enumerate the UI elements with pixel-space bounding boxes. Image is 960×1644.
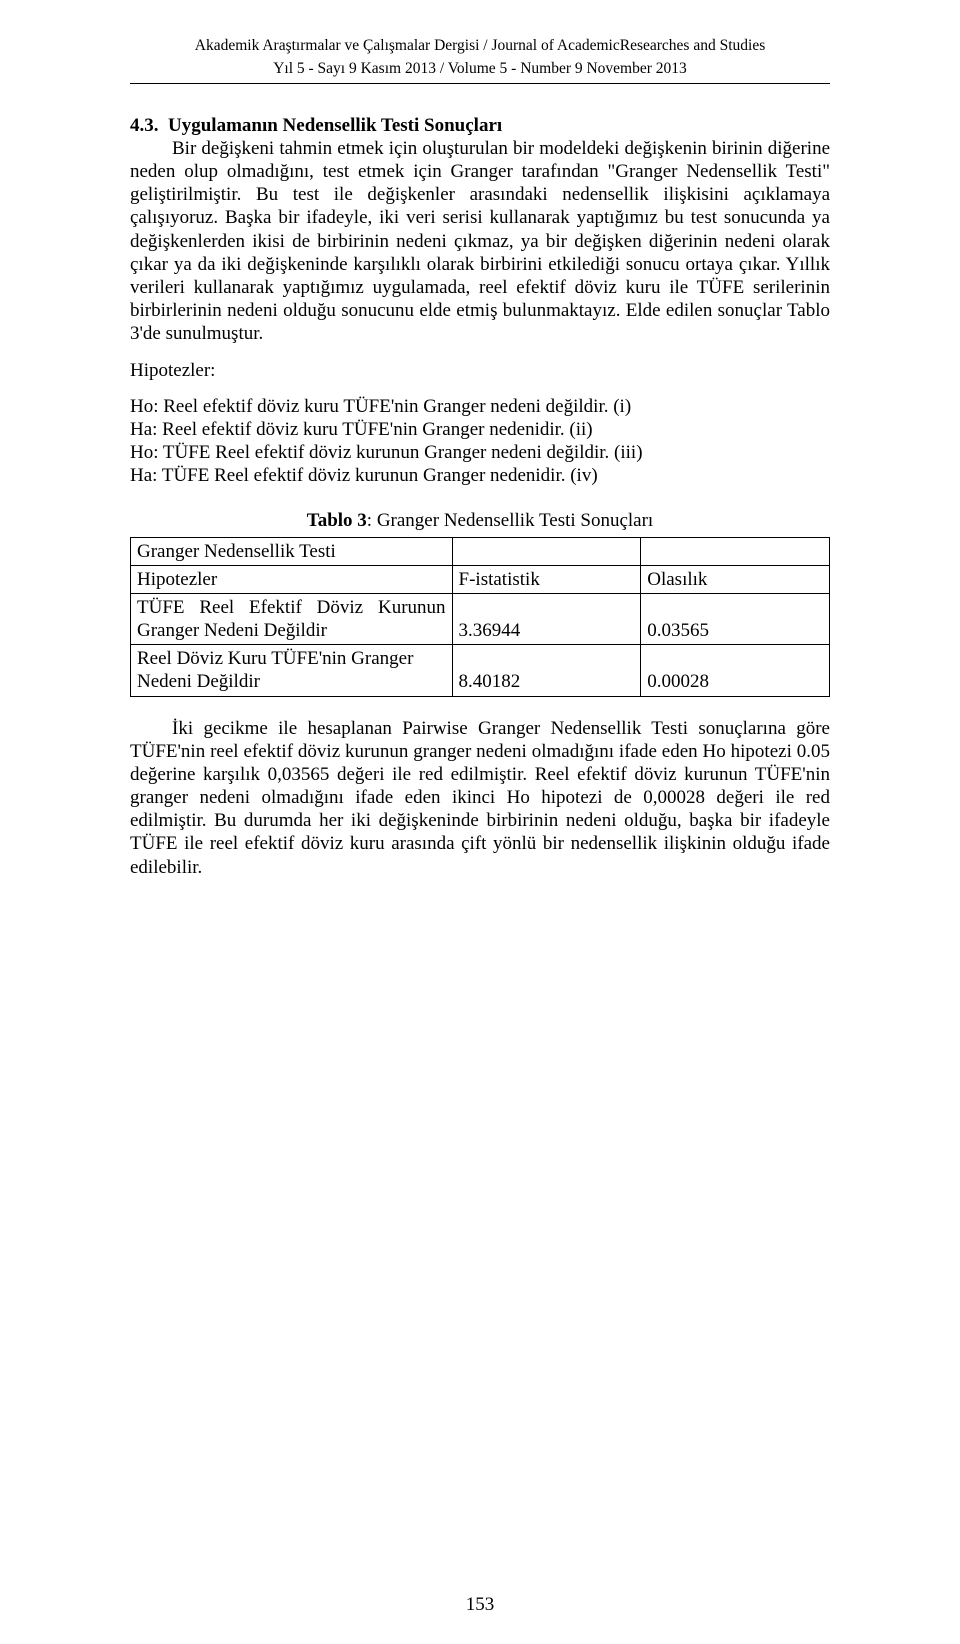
conclusion-paragraph: İki gecikme ile hesaplanan Pairwise Gran… [130,717,830,879]
table-cell: Reel Döviz Kuru TÜFE'nin Granger Nedeni … [131,645,453,696]
table-head-cell: F-istatistik [452,565,641,593]
table-row: Reel Döviz Kuru TÜFE'nin Granger Nedeni … [131,645,830,696]
table-cell: TÜFE Reel Efektif Döviz Kurunun Granger … [131,593,453,644]
table-row: TÜFE Reel Efektif Döviz Kurunun Granger … [131,593,830,644]
hypotheses-label: Hipotezler: [130,359,830,382]
page: Akademik Araştırmalar ve Çalışmalar Derg… [0,0,960,1644]
granger-table: Granger Nedensellik Testi Hipotezler F-i… [130,537,830,697]
table-row: Hipotezler F-istatistik Olasılık [131,565,830,593]
table-group-title: Granger Nedensellik Testi [131,537,453,565]
table-cell: 0.00028 [641,645,830,696]
hypothesis-line: Ha: TÜFE Reel efektif döviz kurunun Gran… [130,464,830,487]
hypothesis-line: Ho: TÜFE Reel efektif döviz kurunun Gran… [130,441,830,464]
hypotheses-list: Ho: Reel efektif döviz kuru TÜFE'nin Gra… [130,395,830,488]
table-cell: 8.40182 [452,645,641,696]
table-head-cell: Hipotezler [131,565,453,593]
table-cell: 0.03565 [641,593,830,644]
table-cell [452,537,641,565]
journal-header-line1: Akademik Araştırmalar ve Çalışmalar Derg… [130,36,830,55]
section-number: 4.3. [130,115,159,136]
table-cell: 3.36944 [452,593,641,644]
hypothesis-line: Ho: Reel efektif döviz kuru TÜFE'nin Gra… [130,395,830,418]
table-caption-rest: : Granger Nedensellik Testi Sonuçları [367,510,653,531]
table-head-cell: Olasılık [641,565,830,593]
hypothesis-line: Ha: Reel efektif döviz kuru TÜFE'nin Gra… [130,418,830,441]
page-number: 153 [0,1593,960,1616]
section-title: Uygulamanın Nedensellik Testi Sonuçları [168,115,502,136]
table-cell [641,537,830,565]
section-body: Bir değişkeni tahmin etmek için oluşturu… [130,137,830,346]
section-paragraph: 4.3. Uygulamanın Nedensellik Testi Sonuç… [130,114,830,346]
table-caption-bold: Tablo 3 [307,510,367,531]
table-row: Granger Nedensellik Testi [131,537,830,565]
table-caption: Tablo 3: Granger Nedensellik Testi Sonuç… [130,509,830,532]
header-rule [130,83,830,84]
journal-header-line2: Yıl 5 - Sayı 9 Kasım 2013 / Volume 5 - N… [130,59,830,78]
